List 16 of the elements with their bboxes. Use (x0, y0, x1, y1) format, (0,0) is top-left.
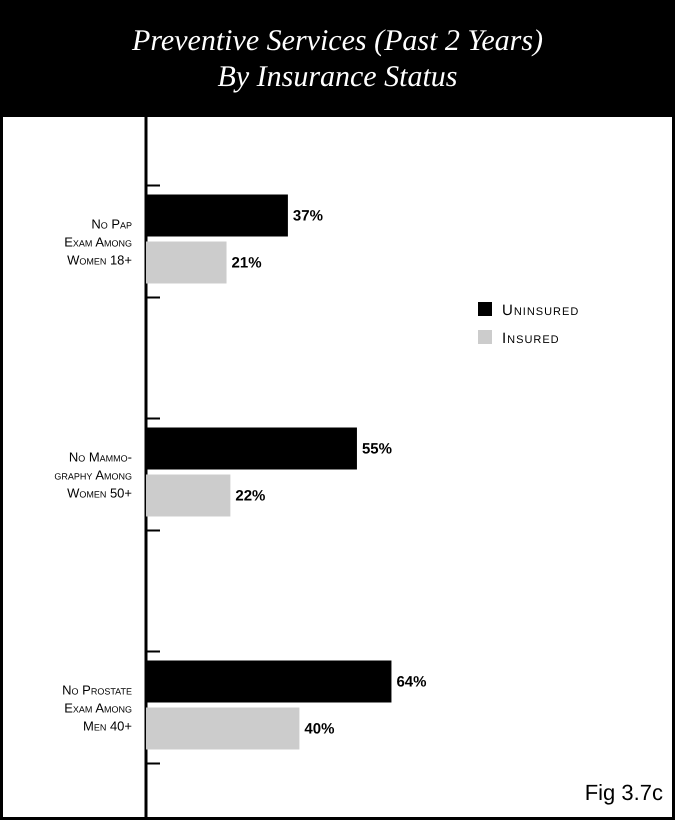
chart-title: Preventive Services (Past 2 Years) By Insurance Status (131, 24, 543, 93)
legend-label: Uninsured (502, 302, 580, 319)
bar (146, 474, 230, 516)
y-tick-label: No Mammo- graphy Among Women 50+ (54, 450, 132, 500)
bar (146, 242, 227, 284)
data-label: 64% (396, 674, 426, 690)
data-label: 37% (292, 208, 323, 224)
data-label: 21% (232, 254, 262, 272)
bar (146, 708, 300, 750)
y-tick-label: No Prostate Exam Among Men 40+ (62, 682, 132, 734)
legend-label: Insured (502, 330, 560, 347)
data-label: 40% (304, 720, 334, 738)
data-label: 55% (362, 440, 392, 458)
data-label: 22% (235, 488, 266, 504)
y-tick-label: No Pap Exam Among Women 18+ (64, 216, 132, 268)
caption: Fig 3.7c (584, 780, 663, 805)
